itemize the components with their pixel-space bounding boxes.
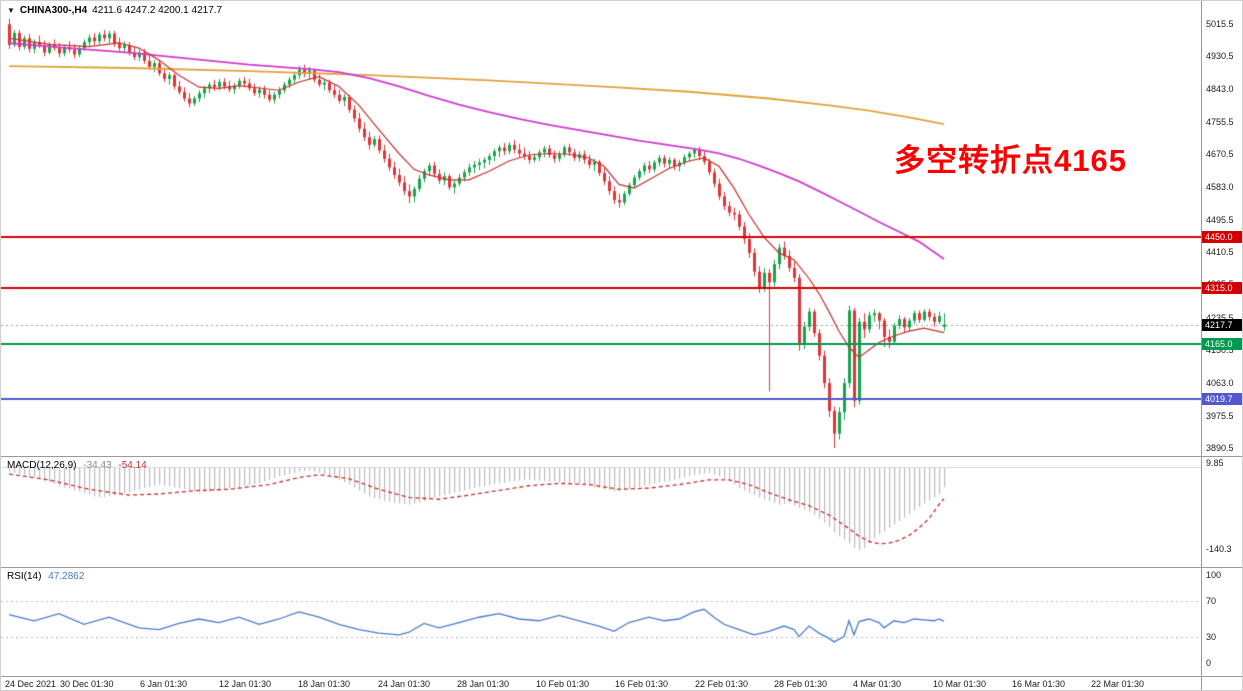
price-axis-tick: 4755.5 <box>1206 117 1234 127</box>
panel-separator-main-macd[interactable] <box>1 456 1242 457</box>
rsi-indicator-canvas[interactable] <box>1 568 1201 676</box>
rsi-axis-tick: 100 <box>1206 570 1222 580</box>
price-axis-tick: 3975.5 <box>1206 411 1234 421</box>
time-axis-label: 24 Dec 2021 <box>5 679 57 689</box>
hline-price-tag: 4315.0 <box>1202 282 1242 294</box>
price-axis-tick: 4410.5 <box>1206 247 1234 257</box>
price-axis-tick: 5015.5 <box>1206 19 1234 29</box>
ohlc-values-label: 4211.6 4247.2 4200.1 4217.7 <box>92 5 223 16</box>
hline-price-tag: 4450.0 <box>1202 231 1242 243</box>
price-axis-tick: 4235.5 <box>1206 313 1234 323</box>
time-axis-label: 16 Mar 01:30 <box>1012 679 1066 689</box>
time-axis-label: 28 Jan 01:30 <box>457 679 510 689</box>
macd-indicator-label: MACD(12,26,9) -34.43 -54.14 <box>7 460 151 471</box>
collapse-arrow-icon[interactable]: ▼ <box>7 5 15 15</box>
macd-indicator-canvas[interactable] <box>1 457 1201 567</box>
time-axis-label: 4 Mar 01:30 <box>853 679 902 689</box>
macd-axis-tick: -140.3 <box>1206 544 1232 554</box>
time-axis-label: 6 Jan 01:30 <box>140 679 188 689</box>
rsi-axis-tick: 0 <box>1206 658 1212 668</box>
chart-header: ▼ CHINA300-,H4 4211.6 4247.2 4200.1 4217… <box>7 5 222 16</box>
rsi-name: RSI(14) <box>7 571 42 582</box>
macd-name: MACD(12,26,9) <box>7 460 77 471</box>
macd-signal-value: -54.14 <box>118 460 147 471</box>
time-axis-label: 24 Jan 01:30 <box>378 679 431 689</box>
time-axis-label: 10 Feb 01:30 <box>536 679 590 689</box>
time-axis-label: 10 Mar 01:30 <box>933 679 987 689</box>
time-axis-label: 22 Feb 01:30 <box>695 679 749 689</box>
time-axis-label: 16 Feb 01:30 <box>615 679 669 689</box>
time-axis-label: 18 Jan 01:30 <box>298 679 351 689</box>
price-axis-tick: 4150.5 <box>1206 345 1234 355</box>
price-axis-tick: 4063.0 <box>1206 378 1234 388</box>
rsi-indicator-label: RSI(14) 47.2862 <box>7 571 88 582</box>
price-chart-canvas[interactable] <box>1 1 1201 456</box>
time-axis-label: 12 Jan 01:30 <box>219 679 272 689</box>
price-axis-tick: 4930.5 <box>1206 51 1234 61</box>
price-axis-tick: 4583.0 <box>1206 182 1234 192</box>
price-axis-tick: 4495.5 <box>1206 215 1234 225</box>
rsi-axis-tick: 70 <box>1206 596 1217 606</box>
annotation-text[interactable]: 多空转折点4165 <box>894 143 1127 178</box>
rsi-axis-tick: 30 <box>1206 632 1217 642</box>
panel-separator-macd-rsi[interactable] <box>1 567 1242 568</box>
hline-price-tag: 4019.7 <box>1202 393 1242 405</box>
macd-main-value: -34.43 <box>83 460 112 471</box>
price-axis-tick: 3890.5 <box>1206 443 1234 453</box>
current-price-tag: 4217.7 <box>1202 319 1242 331</box>
price-axis-tick: 4670.5 <box>1206 149 1234 159</box>
time-axis-label: 30 Dec 01:30 <box>60 679 114 689</box>
symbol-period-label: CHINA300-,H4 <box>19 5 88 16</box>
time-axis-label: 28 Feb 01:30 <box>774 679 828 689</box>
rsi-value: 47.2862 <box>48 571 85 582</box>
hline-price-tag: 4165.0 <box>1202 338 1242 350</box>
price-axis-tick: 4843.0 <box>1206 84 1234 94</box>
price-axis-border <box>1201 1 1202 690</box>
macd-axis-tick: 9.85 <box>1206 458 1224 468</box>
time-axis-border <box>1 676 1242 677</box>
time-axis-label: 22 Mar 01:30 <box>1091 679 1145 689</box>
